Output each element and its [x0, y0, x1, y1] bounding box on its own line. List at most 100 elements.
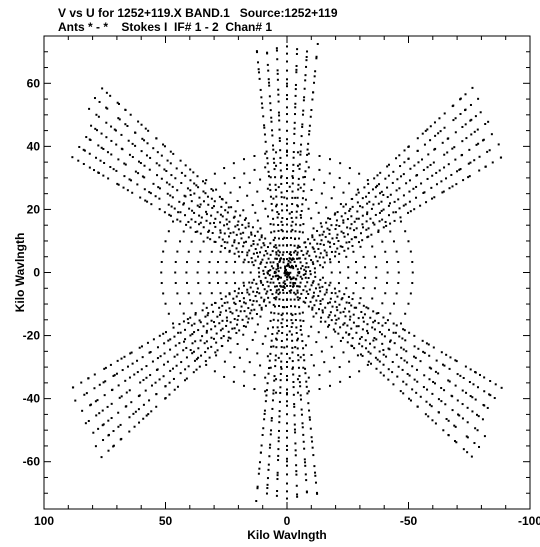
uv-point [405, 383, 408, 386]
uv-point [304, 79, 307, 82]
uv-point [140, 150, 143, 153]
uv-point [461, 389, 464, 392]
uv-point [366, 179, 369, 182]
uv-point [482, 138, 485, 141]
uv-point [288, 252, 291, 255]
uv-point [338, 252, 341, 255]
uv-point [178, 342, 181, 345]
uv-point [97, 144, 100, 147]
uv-point [349, 315, 352, 318]
uv-point [158, 187, 161, 190]
uv-point [155, 162, 158, 165]
uv-point [374, 186, 377, 189]
uv-point [337, 332, 340, 335]
uv-point [133, 425, 136, 428]
uv-point [384, 322, 387, 325]
uv-point [338, 224, 341, 227]
uv-point [286, 113, 288, 116]
uv-point [278, 260, 281, 263]
uv-point [215, 341, 218, 344]
uv-point [270, 120, 273, 123]
uv-point [396, 178, 399, 181]
uv-point [295, 464, 298, 467]
uv-point [234, 303, 237, 306]
uv-point [324, 281, 327, 284]
uv-point [206, 236, 209, 239]
uv-point [287, 274, 290, 277]
uv-point [433, 382, 436, 385]
uv-point [141, 175, 144, 178]
uv-point [148, 191, 151, 194]
uv-point [280, 352, 283, 355]
uv-point [275, 378, 278, 381]
uv-point [272, 239, 275, 242]
uv-point [297, 354, 300, 357]
uv-point [297, 188, 300, 191]
uv-point [302, 190, 305, 193]
uv-point [258, 461, 261, 464]
uv-point [229, 232, 232, 235]
uv-point [275, 296, 278, 299]
uv-point [448, 367, 451, 370]
uv-point [497, 143, 500, 146]
uv-point [422, 386, 425, 389]
uv-point [212, 337, 215, 340]
uv-point [290, 258, 293, 261]
uv-point [271, 275, 274, 278]
uv-point [443, 126, 446, 129]
uv-point [298, 237, 301, 240]
uv-point [411, 282, 414, 285]
uv-point [232, 297, 235, 300]
uv-point [244, 217, 247, 220]
uv-point [294, 88, 297, 91]
uv-point [275, 268, 278, 271]
uv-point [195, 358, 198, 361]
uv-point [477, 142, 480, 145]
uv-point [202, 200, 205, 203]
uv-point [341, 297, 344, 300]
uv-point [267, 175, 270, 178]
uv-point [221, 215, 224, 218]
uv-point [258, 467, 261, 470]
data-points [71, 42, 503, 503]
uv-point [432, 346, 435, 349]
uv-point [351, 197, 354, 200]
uv-point [164, 240, 167, 243]
uv-point [416, 405, 419, 408]
uv-point [287, 262, 290, 265]
uv-point [219, 231, 222, 234]
uv-point [267, 270, 270, 273]
uv-point [328, 370, 331, 373]
uv-point [110, 125, 113, 128]
uv-point [128, 389, 131, 392]
uv-point [89, 404, 92, 407]
uv-point [291, 257, 294, 260]
uv-point [461, 125, 464, 128]
uv-point [446, 137, 449, 140]
uv-point [330, 271, 333, 274]
uv-point [101, 409, 104, 412]
uv-point [267, 78, 270, 81]
uv-point [282, 258, 285, 261]
uv-point [307, 166, 310, 169]
uv-point [312, 454, 315, 457]
uv-point [110, 417, 113, 420]
uv-point [266, 187, 269, 190]
uv-point [286, 129, 288, 132]
uv-point [294, 249, 297, 252]
uv-point [376, 174, 379, 177]
uv-point [315, 299, 318, 302]
uv-point [178, 200, 181, 203]
uv-point [275, 337, 278, 340]
uv-point [242, 245, 245, 248]
uv-point [231, 312, 234, 315]
uv-point [321, 266, 324, 269]
uv-point [432, 161, 435, 164]
uv-point [307, 238, 310, 241]
uv-point [279, 169, 282, 172]
uv-point [286, 120, 288, 123]
uv-point [213, 370, 216, 373]
uv-point [389, 339, 392, 342]
uv-point [272, 389, 275, 392]
uv-point [270, 116, 273, 119]
